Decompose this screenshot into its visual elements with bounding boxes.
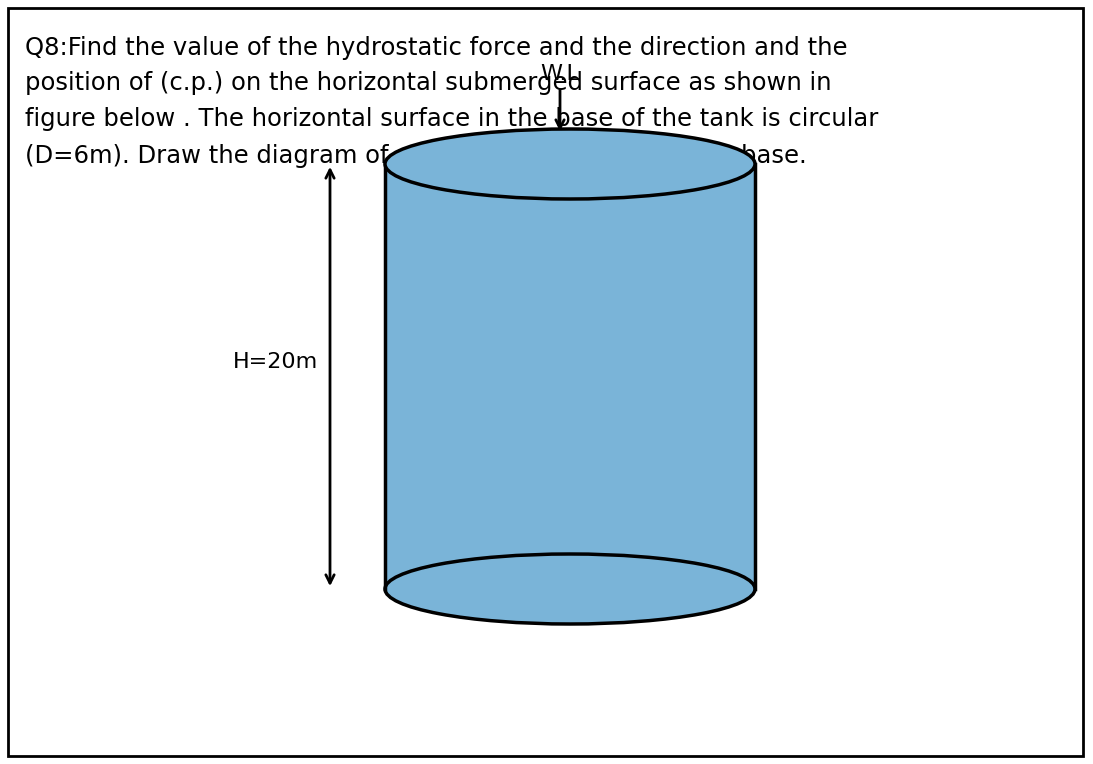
Text: (D=6m). Draw the diagram of pressure distribution on the base.: (D=6m). Draw the diagram of pressure dis…	[25, 144, 807, 168]
Text: Q8:Find the value of the hydrostatic force and the direction and the: Q8:Find the value of the hydrostatic for…	[25, 36, 847, 60]
Text: position of (c.p.) on the horizontal submerged surface as shown in: position of (c.p.) on the horizontal sub…	[25, 71, 832, 95]
Text: H=20m: H=20m	[233, 351, 318, 371]
Text: W.L: W.L	[541, 64, 579, 84]
Text: figure below . The horizontal surface in the base of the tank is circular: figure below . The horizontal surface in…	[25, 107, 879, 131]
Bar	[385, 164, 755, 589]
Ellipse shape	[385, 129, 755, 199]
Ellipse shape	[385, 554, 755, 624]
